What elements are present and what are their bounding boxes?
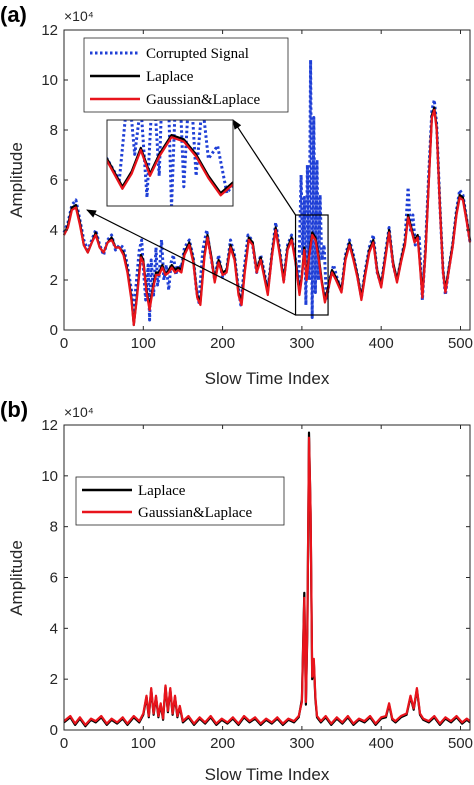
y-tick-label-a-2: 4 [50, 222, 58, 239]
y-tick-label-b-5: 10 [41, 468, 58, 485]
x-tick-label-a-4: 400 [369, 335, 394, 352]
inset-background [107, 120, 233, 206]
x-tick-label-b-3: 300 [289, 735, 314, 752]
y-tick-label-b-6: 12 [41, 417, 58, 434]
chart-a: (a) ×10⁴ 0 100 200 300 400 500 0 2 4 6 8 10 12 Corru… [0, 2, 473, 388]
series-group-b [63, 431, 471, 728]
x-axis-title-a: Slow Time Index [205, 369, 330, 388]
y-tick-label-b-1: 2 [50, 671, 58, 688]
ticks-a: 0 100 200 300 400 500 0 2 4 6 8 10 12 [41, 22, 473, 352]
y-tick-label-b-0: 0 [50, 722, 58, 739]
y-axis-title-b: Amplitude [7, 540, 26, 616]
x-tick-label-b-5: 500 [448, 735, 473, 752]
zoom-arrow-upper [232, 119, 297, 216]
x-axis-title-b: Slow Time Index [205, 765, 330, 784]
panel-label-a: (a) [0, 2, 27, 27]
multiplier-b: ×10⁴ [64, 404, 94, 420]
series-line-a-2 [63, 108, 472, 327]
y-tick-label-b-4: 8 [50, 519, 58, 536]
legend-label-gl-a: Gaussian&Laplace [146, 92, 260, 108]
legend-box-b [75, 476, 285, 526]
legend-label-gl-b: Gaussian&Laplace [138, 505, 252, 521]
legend-label-laplace-a: Laplace [146, 69, 194, 85]
x-tick-label-a-0: 0 [60, 335, 68, 352]
legend-label-corrupted: Corrupted Signal [146, 46, 249, 62]
inset-series-group [107, 120, 233, 206]
panel-label-b: (b) [0, 397, 28, 422]
y-tick-label-a-6: 12 [41, 22, 58, 39]
x-tick-label-b-1: 100 [131, 735, 156, 752]
x-tick-label-b-2: 200 [210, 735, 235, 752]
y-tick-label-b-2: 4 [50, 620, 58, 637]
y-tick-label-a-3: 6 [50, 172, 58, 189]
y-tick-label-a-5: 10 [41, 72, 58, 89]
inset-series-line-1 [107, 134, 233, 195]
legend-b: Laplace Gaussian&Laplace [75, 476, 285, 526]
y-axis-title-a: Amplitude [7, 142, 26, 218]
inset-frame [106, 119, 234, 207]
y-tick-label-a-4: 8 [50, 122, 58, 139]
ticks-b: 0 100 200 300 400 500 0 2 4 6 8 10 12 [41, 417, 473, 752]
inset-panel [106, 119, 234, 207]
legend-a: Corrupted Signal Laplace Gaussian&Laplac… [83, 37, 289, 113]
zoom-arrow-lower [86, 209, 296, 316]
x-tick-label-b-0: 0 [60, 735, 68, 752]
series-line-b-1 [63, 436, 471, 726]
legend-label-laplace-b: Laplace [138, 483, 186, 499]
chart-b: (b) ×10⁴ 0 100 200 300 400 500 0 2 4 6 8 10 12 Lapla… [0, 397, 473, 784]
x-tick-label-a-2: 200 [210, 335, 235, 352]
x-tick-label-a-1: 100 [131, 335, 156, 352]
plot-area-b [64, 425, 470, 730]
x-tick-label-b-4: 400 [369, 735, 394, 752]
x-tick-label-a-5: 500 [448, 335, 473, 352]
x-tick-label-a-3: 300 [289, 335, 314, 352]
zoom-rectangle [294, 214, 329, 316]
series-group-a [62, 58, 472, 327]
multiplier-a: ×10⁴ [64, 8, 94, 24]
y-tick-label-a-0: 0 [50, 322, 58, 339]
y-tick-label-a-1: 2 [50, 272, 58, 289]
inset-series-line-2 [107, 136, 233, 197]
y-tick-label-b-3: 6 [50, 570, 58, 587]
